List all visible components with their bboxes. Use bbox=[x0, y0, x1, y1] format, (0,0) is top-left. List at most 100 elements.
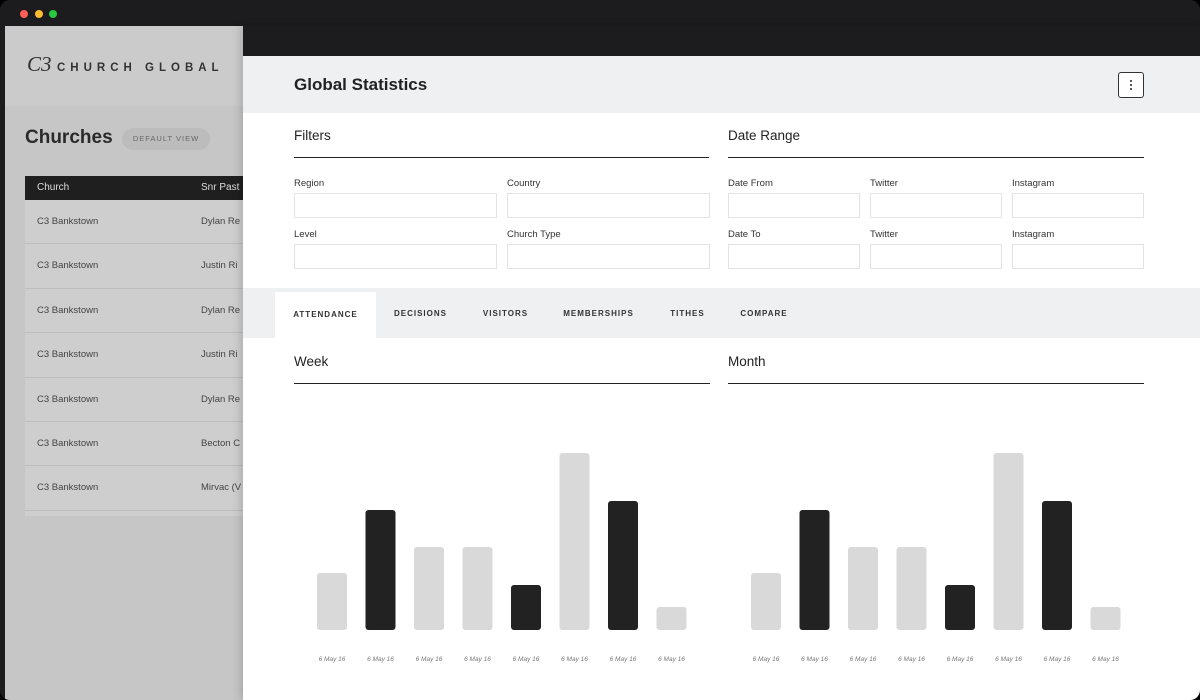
bar bbox=[945, 585, 975, 630]
table-cell: C3 Bankstown bbox=[37, 216, 99, 227]
text-input[interactable] bbox=[870, 193, 1002, 218]
field-label: Date To bbox=[728, 229, 761, 240]
section-rule bbox=[728, 157, 1144, 158]
maximize-button[interactable] bbox=[49, 10, 57, 18]
bar bbox=[1090, 607, 1121, 630]
menu-button[interactable] bbox=[1118, 72, 1144, 98]
panel-top-bar bbox=[243, 26, 1200, 56]
table-cell: Justin Ri bbox=[201, 349, 238, 361]
field-label: Level bbox=[294, 229, 317, 240]
chart-title: Week bbox=[294, 354, 329, 369]
bar bbox=[511, 585, 541, 630]
bar bbox=[317, 573, 347, 630]
x-tick-label: 6 May 16 bbox=[850, 656, 877, 663]
text-input[interactable] bbox=[507, 244, 710, 269]
panel-title: Global Statistics bbox=[294, 75, 428, 94]
table-cell: Mirvac (V bbox=[201, 482, 242, 494]
field-label: Country bbox=[507, 178, 541, 189]
bar bbox=[848, 547, 878, 630]
title-bar bbox=[0, 0, 1200, 26]
bar bbox=[896, 547, 927, 630]
text-input[interactable] bbox=[507, 193, 710, 218]
section-title: Filters bbox=[294, 128, 331, 143]
section-rule bbox=[294, 157, 709, 158]
x-tick-label: 6 May 16 bbox=[1044, 656, 1071, 663]
bar-chart: 6 May 16 6 May 16 6 May 16 6 May 16 6 May 16… bbox=[751, 453, 1121, 663]
close-button[interactable] bbox=[20, 10, 28, 18]
text-input[interactable] bbox=[1012, 244, 1144, 269]
sidebar-header bbox=[5, 26, 243, 106]
x-tick-label: 6 May 16 bbox=[995, 656, 1022, 663]
field-label: Church Type bbox=[507, 229, 561, 240]
table-cell: Justin Ri bbox=[201, 260, 238, 272]
field-label: Region bbox=[294, 178, 325, 189]
x-tick-label: 6 May 16 bbox=[513, 656, 540, 663]
bar bbox=[462, 547, 493, 630]
x-tick-label: 6 May 16 bbox=[367, 656, 394, 663]
column-header: Church bbox=[37, 182, 70, 193]
text-input[interactable] bbox=[728, 193, 860, 218]
x-tick-label: 6 May 16 bbox=[801, 656, 828, 663]
tab[interactable]: DECISIONS bbox=[393, 309, 447, 318]
chart-rule bbox=[728, 383, 1144, 384]
text-input[interactable] bbox=[294, 244, 497, 269]
x-tick-label: 6 May 16 bbox=[610, 656, 637, 663]
church-table: Church Snr Past C3 Bankstown Dylan Re C3 Ban… bbox=[25, 176, 243, 516]
tab[interactable]: MEMBERSHIPS bbox=[563, 309, 634, 318]
tab-bar bbox=[243, 288, 1200, 338]
table-cell: C3 Bankstown bbox=[37, 260, 99, 272]
text-input[interactable] bbox=[728, 244, 860, 269]
tab[interactable]: COMPARE bbox=[740, 309, 788, 318]
table-row[interactable]: C3 Bankstown Mirvac (V bbox=[25, 466, 243, 511]
table-row[interactable]: C3 Bankstown Justin Ri bbox=[25, 244, 243, 289]
panel-header: Global Statistics bbox=[243, 56, 1200, 113]
tab[interactable]: VISITORS bbox=[482, 309, 529, 318]
bar bbox=[799, 510, 830, 630]
tab-active[interactable]: ATTENDANCE bbox=[275, 292, 376, 338]
table-cell: C3 Bankstown bbox=[37, 438, 99, 449]
table-cell: C3 Bankstown bbox=[37, 349, 99, 361]
x-tick-label: 6 May 16 bbox=[1092, 656, 1119, 663]
text-input[interactable] bbox=[294, 193, 497, 218]
field-label: Twitter bbox=[870, 178, 898, 189]
table-row[interactable]: C3 Bankstown Becton C bbox=[25, 422, 243, 467]
x-tick-label: 6 May 16 bbox=[898, 656, 925, 663]
table-cell: Becton C bbox=[201, 438, 241, 449]
section-title: Date Range bbox=[728, 128, 801, 143]
sidebar: C3 CHURCH GLOBAL Churches DEFAULT VIEW C… bbox=[5, 26, 243, 700]
text-input[interactable] bbox=[870, 244, 1002, 269]
column-header: Snr Past bbox=[201, 182, 240, 193]
table-row[interactable]: C3 Bankstown Dylan Re bbox=[25, 378, 243, 422]
table-row[interactable]: C3 Bankstown Justin Ri bbox=[25, 333, 243, 378]
chart-title: Month bbox=[728, 354, 766, 369]
x-tick-label: 6 May 16 bbox=[658, 656, 685, 663]
tab[interactable]: TITHES bbox=[670, 309, 705, 318]
logo-text: CHURCH GLOBAL bbox=[57, 62, 224, 74]
table-cell: C3 Bankstown bbox=[37, 482, 99, 494]
bar bbox=[993, 453, 1024, 630]
table-row[interactable]: C3 Bankstown Dylan Re bbox=[25, 200, 243, 245]
table-header: Church Snr Past bbox=[25, 176, 243, 200]
table-row[interactable]: C3 Bankstown Dylan Re bbox=[25, 289, 243, 334]
bar bbox=[751, 573, 781, 630]
x-tick-label: 6 May 16 bbox=[753, 656, 780, 663]
bar bbox=[1042, 501, 1072, 630]
field-label: Instagram bbox=[1012, 229, 1055, 240]
bar-chart: 6 May 16 6 May 16 6 May 16 6 May 16 6 May 16… bbox=[317, 453, 687, 663]
bar bbox=[365, 510, 396, 630]
table-cell: Dylan Re bbox=[201, 216, 241, 227]
text-input[interactable] bbox=[1012, 193, 1144, 218]
table-cell: C3 Bankstown bbox=[37, 393, 99, 405]
logo-mark: C3 bbox=[27, 52, 52, 76]
x-tick-label: 6 May 16 bbox=[319, 656, 346, 663]
bar bbox=[608, 501, 638, 630]
minimize-button[interactable] bbox=[35, 10, 43, 18]
bar bbox=[559, 453, 590, 630]
x-tick-label: 6 May 16 bbox=[561, 656, 588, 663]
x-tick-label: 6 May 16 bbox=[416, 656, 443, 663]
chart-rule bbox=[294, 383, 710, 384]
view-badge[interactable]: DEFAULT VIEW bbox=[122, 128, 210, 150]
table-cell: Dylan Re bbox=[201, 393, 241, 405]
statistics-panel: Global Statistics Filters Date Range Regio… bbox=[243, 26, 1200, 700]
